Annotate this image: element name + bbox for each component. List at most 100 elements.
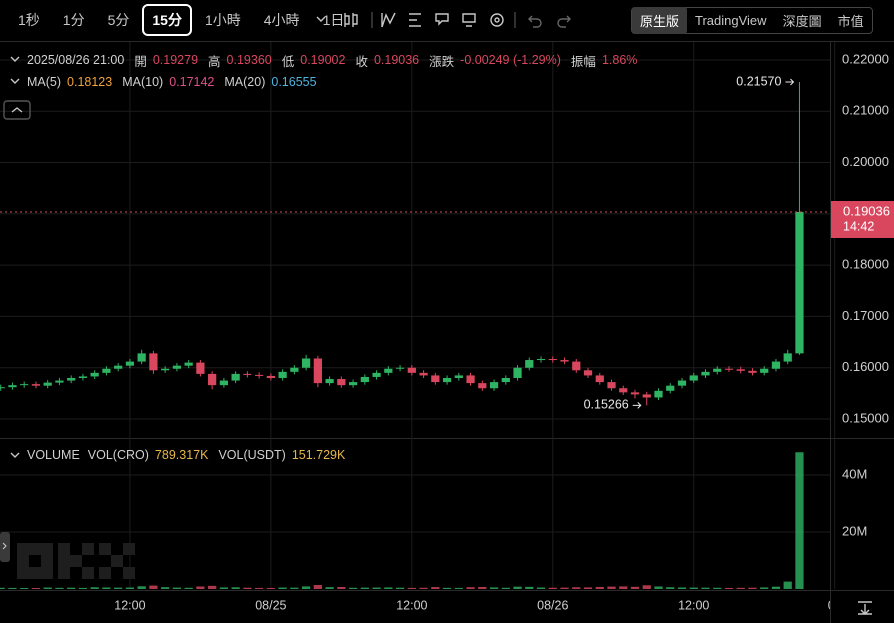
y-tick-label: 0.15000 <box>842 410 889 425</box>
candle-body <box>301 358 311 368</box>
candle-body <box>572 361 581 371</box>
volume-bar <box>431 587 440 589</box>
volume-bar <box>560 587 569 589</box>
candle-body <box>607 382 616 389</box>
volume-bar <box>489 587 499 589</box>
volume-bar <box>149 585 158 589</box>
candle-body <box>454 375 463 378</box>
volume-bar <box>513 586 522 589</box>
ma-name: MA(5) <box>27 75 62 89</box>
candle-body <box>114 365 123 369</box>
volume-bar <box>760 587 769 589</box>
y-tick-label: 0.20000 <box>842 154 889 169</box>
interval-button[interactable]: 1秒 <box>18 12 40 28</box>
volume-bar <box>771 586 781 589</box>
candle-body <box>348 382 358 386</box>
y-tick-label: 0.18000 <box>842 257 889 272</box>
scale-icon[interactable] <box>858 601 872 615</box>
field-label: 低 <box>281 54 295 69</box>
price-annotation: 0.21570 <box>736 74 781 88</box>
annotation-arrow <box>785 78 795 86</box>
field-value: 0.19036 <box>373 53 420 67</box>
candle-body <box>219 380 228 386</box>
volume-bar <box>736 587 745 589</box>
volume-bar <box>783 581 792 589</box>
candle-body <box>630 392 640 395</box>
candle-body <box>689 375 698 381</box>
candle-body <box>8 385 17 388</box>
view-tab[interactable]: 深度圖 <box>782 14 822 29</box>
collapse-volume[interactable] <box>10 452 20 458</box>
candle-body <box>313 358 322 384</box>
collapse-button[interactable] <box>3 100 31 120</box>
price-panel: 0.21570 0.15266 <box>0 74 830 412</box>
view-switcher: 原生版 TradingView 深度圖 市值 <box>631 7 873 34</box>
candle-body <box>395 367 405 369</box>
volume-bar <box>278 587 287 589</box>
candle-body <box>442 377 452 383</box>
candle-body <box>677 380 687 386</box>
view-tab[interactable]: TradingView <box>695 13 767 28</box>
y-tick-label: 0.22000 <box>842 51 889 66</box>
volume-bar <box>161 587 170 589</box>
interval-button[interactable]: 5分 <box>107 12 130 28</box>
candle-type-icon[interactable] <box>344 13 358 27</box>
interval-button[interactable]: 1小時 <box>204 12 241 28</box>
volume-bar <box>677 587 687 589</box>
y-tick-label: 0.21000 <box>842 103 889 118</box>
field-value: -0.00249 (-1.29%) <box>460 53 561 67</box>
volume-bar <box>8 587 17 589</box>
volume-bar <box>55 587 64 589</box>
volume-bar <box>501 587 510 589</box>
settings-icon[interactable] <box>490 13 504 27</box>
settings-list-icon[interactable] <box>409 13 421 27</box>
candle-body <box>31 384 41 386</box>
candle-body <box>478 383 487 389</box>
candle-body <box>724 368 734 370</box>
view-tab[interactable]: 原生版 <box>632 7 688 34</box>
annotation-arrow <box>632 402 642 409</box>
candle-body <box>654 390 663 398</box>
volume-bar <box>114 587 123 589</box>
volume-bar <box>301 586 311 589</box>
interval-button[interactable]: 15分 <box>142 4 192 36</box>
collapse-arrow <box>11 107 23 113</box>
volume-label: VOL(USDT) <box>218 448 286 462</box>
interval-button[interactable]: 1分 <box>62 12 85 28</box>
candle-body <box>419 372 428 376</box>
candle-body <box>489 382 499 389</box>
candle-body <box>701 371 710 376</box>
candle-body <box>325 379 334 384</box>
volume-bar <box>243 587 252 589</box>
indicator-icon[interactable] <box>381 12 396 28</box>
volume-bar <box>208 585 217 589</box>
volume-bar <box>360 587 369 589</box>
ma-name: MA(10) <box>122 75 164 89</box>
price-annotation: 0.15266 <box>584 398 629 412</box>
collapse-ma[interactable] <box>10 78 20 84</box>
undo-icon[interactable] <box>528 15 542 28</box>
volume-panel <box>0 452 804 589</box>
redo-icon[interactable] <box>557 15 571 28</box>
view-tab[interactable]: 市值 <box>837 14 864 29</box>
volume-bar <box>90 587 99 589</box>
candle-body <box>149 353 158 371</box>
interval-button[interactable]: 1日 <box>322 12 345 28</box>
candle-body <box>337 379 346 386</box>
volume-bar <box>125 587 135 589</box>
candle-body <box>67 377 76 381</box>
candle-body <box>290 367 299 372</box>
drawing-icon[interactable] <box>435 13 449 26</box>
volume-bar <box>724 587 734 589</box>
volume-bar <box>654 586 663 589</box>
candle-body <box>760 368 769 373</box>
volume-bar <box>795 452 804 589</box>
interval-dropdown[interactable] <box>316 16 326 22</box>
collapse-info[interactable] <box>10 56 20 62</box>
interval-button[interactable]: 4小時 <box>263 12 300 28</box>
candle-body <box>666 385 675 391</box>
candle-body <box>161 368 170 371</box>
volume-bar <box>630 586 640 589</box>
template-icon[interactable] <box>462 13 476 27</box>
candle-body <box>642 394 651 398</box>
